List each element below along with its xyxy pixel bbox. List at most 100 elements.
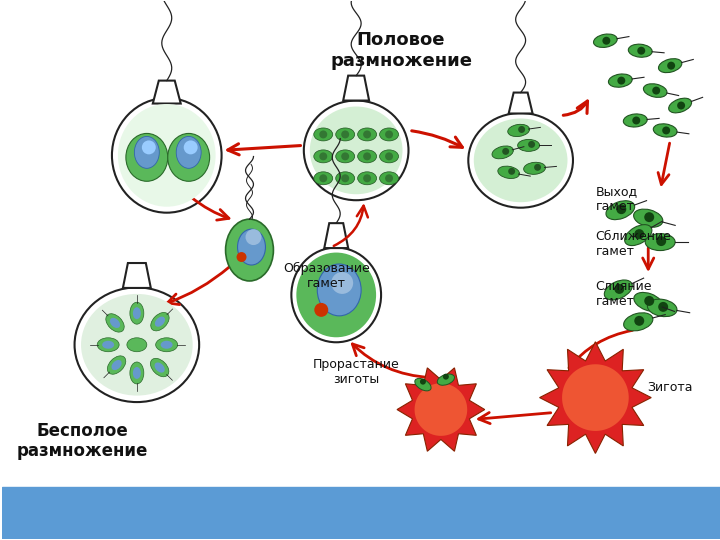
Circle shape bbox=[420, 379, 426, 384]
Ellipse shape bbox=[75, 287, 199, 402]
Ellipse shape bbox=[492, 146, 513, 159]
Ellipse shape bbox=[379, 172, 399, 185]
Ellipse shape bbox=[118, 104, 215, 207]
Ellipse shape bbox=[155, 362, 165, 373]
Circle shape bbox=[319, 174, 328, 183]
Ellipse shape bbox=[625, 225, 652, 246]
Circle shape bbox=[534, 164, 541, 171]
Circle shape bbox=[385, 174, 393, 183]
Polygon shape bbox=[2, 487, 720, 539]
Circle shape bbox=[667, 62, 675, 70]
Ellipse shape bbox=[358, 150, 377, 163]
Ellipse shape bbox=[624, 114, 647, 127]
Polygon shape bbox=[562, 364, 629, 431]
Ellipse shape bbox=[318, 264, 361, 316]
Ellipse shape bbox=[155, 316, 165, 327]
Ellipse shape bbox=[644, 84, 667, 97]
Ellipse shape bbox=[156, 338, 178, 352]
Ellipse shape bbox=[634, 209, 663, 227]
Ellipse shape bbox=[437, 374, 454, 385]
Ellipse shape bbox=[310, 106, 402, 194]
Circle shape bbox=[319, 152, 328, 160]
Polygon shape bbox=[123, 263, 150, 288]
Circle shape bbox=[658, 302, 668, 312]
Ellipse shape bbox=[468, 113, 573, 208]
Ellipse shape bbox=[647, 299, 677, 316]
Ellipse shape bbox=[238, 229, 266, 265]
Ellipse shape bbox=[653, 124, 677, 137]
Circle shape bbox=[331, 272, 354, 294]
Circle shape bbox=[617, 77, 625, 85]
Circle shape bbox=[363, 174, 371, 183]
Text: Прорастание
зиготы: Прорастание зиготы bbox=[312, 357, 400, 386]
Circle shape bbox=[341, 152, 349, 160]
Ellipse shape bbox=[150, 359, 168, 377]
Circle shape bbox=[634, 229, 644, 239]
Ellipse shape bbox=[304, 100, 408, 200]
Circle shape bbox=[632, 117, 640, 124]
Text: Зигота: Зигота bbox=[647, 381, 693, 394]
Ellipse shape bbox=[297, 253, 376, 338]
Ellipse shape bbox=[133, 307, 141, 319]
Ellipse shape bbox=[292, 247, 381, 342]
Ellipse shape bbox=[645, 234, 675, 251]
Ellipse shape bbox=[126, 133, 168, 181]
Polygon shape bbox=[343, 76, 369, 100]
Circle shape bbox=[634, 316, 644, 326]
Ellipse shape bbox=[176, 137, 201, 168]
Ellipse shape bbox=[336, 172, 355, 185]
Text: Слияние
гамет: Слияние гамет bbox=[595, 280, 652, 308]
Circle shape bbox=[656, 236, 666, 246]
Circle shape bbox=[637, 47, 645, 55]
Ellipse shape bbox=[358, 128, 377, 141]
Ellipse shape bbox=[102, 341, 114, 349]
Circle shape bbox=[508, 168, 515, 175]
Ellipse shape bbox=[106, 314, 125, 332]
Circle shape bbox=[341, 131, 349, 138]
Text: Сближение
гамет: Сближение гамет bbox=[595, 230, 671, 258]
Circle shape bbox=[184, 140, 198, 154]
Circle shape bbox=[644, 296, 654, 306]
Ellipse shape bbox=[523, 163, 546, 174]
Ellipse shape bbox=[474, 118, 567, 202]
Text: Бесполое
размножение: Бесполое размножение bbox=[17, 422, 148, 460]
Circle shape bbox=[614, 284, 624, 294]
Circle shape bbox=[142, 140, 156, 154]
Circle shape bbox=[385, 152, 393, 160]
Ellipse shape bbox=[314, 128, 333, 141]
Ellipse shape bbox=[336, 150, 355, 163]
Circle shape bbox=[237, 252, 246, 262]
Ellipse shape bbox=[225, 219, 274, 281]
Ellipse shape bbox=[379, 128, 399, 141]
Circle shape bbox=[363, 152, 371, 160]
Ellipse shape bbox=[629, 44, 652, 57]
Circle shape bbox=[644, 212, 654, 222]
Ellipse shape bbox=[107, 356, 126, 374]
Ellipse shape bbox=[314, 150, 333, 163]
Ellipse shape bbox=[336, 128, 355, 141]
Ellipse shape bbox=[112, 98, 222, 213]
Circle shape bbox=[246, 229, 261, 245]
Circle shape bbox=[341, 174, 349, 183]
Text: Половое
размножение: Половое размножение bbox=[330, 31, 472, 70]
Ellipse shape bbox=[498, 166, 520, 179]
Ellipse shape bbox=[518, 139, 539, 151]
Ellipse shape bbox=[659, 59, 682, 73]
Ellipse shape bbox=[135, 137, 159, 168]
Circle shape bbox=[518, 126, 525, 133]
Ellipse shape bbox=[634, 293, 662, 312]
Ellipse shape bbox=[415, 379, 431, 391]
Circle shape bbox=[502, 148, 509, 155]
Polygon shape bbox=[153, 80, 181, 104]
Ellipse shape bbox=[112, 360, 122, 370]
Ellipse shape bbox=[97, 338, 119, 352]
Ellipse shape bbox=[130, 302, 144, 324]
Circle shape bbox=[385, 131, 393, 138]
Ellipse shape bbox=[130, 362, 144, 384]
Circle shape bbox=[315, 303, 328, 317]
Ellipse shape bbox=[593, 34, 617, 48]
Ellipse shape bbox=[669, 98, 692, 113]
Polygon shape bbox=[508, 92, 533, 113]
Ellipse shape bbox=[604, 280, 632, 300]
Circle shape bbox=[528, 141, 535, 148]
